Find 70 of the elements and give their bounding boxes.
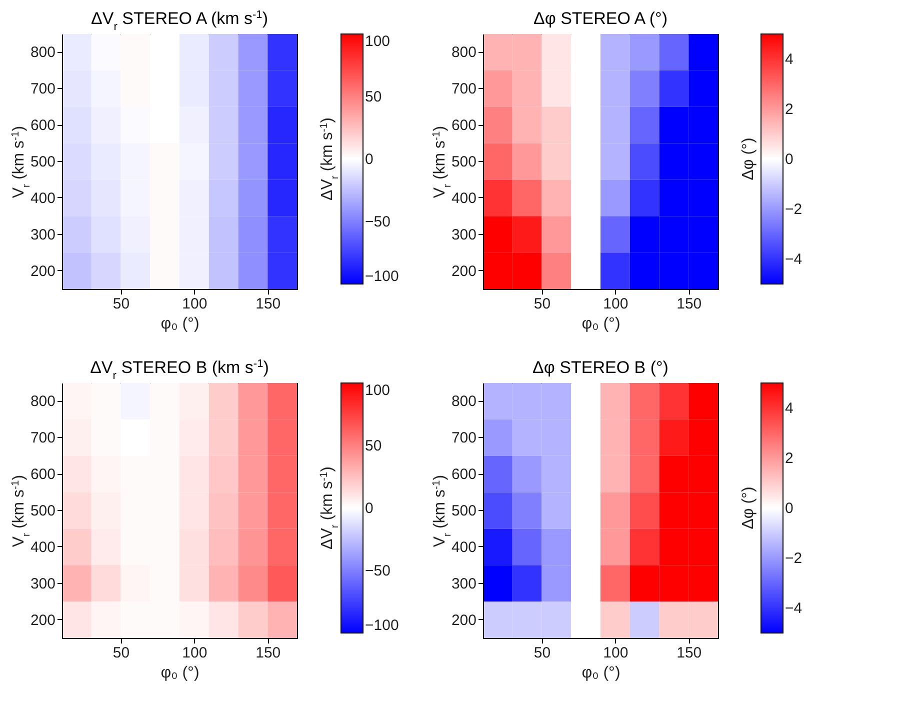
x-tick-label: 100	[603, 296, 628, 312]
x-tick-label: 100	[603, 644, 628, 662]
x-tick-label: 150	[256, 296, 281, 312]
y-tick-label: 200	[451, 262, 476, 280]
color-bar-label: −4	[785, 600, 802, 617]
y-tick-label: 400	[451, 190, 476, 207]
color-bar-label: 50	[365, 438, 382, 454]
color-bar-label: 0	[365, 151, 374, 168]
y-tick-label: 500	[451, 154, 476, 170]
y-tick-label: 700	[30, 430, 56, 447]
x-tick-label: 50	[534, 644, 551, 662]
y-tick-label: 400	[451, 538, 476, 556]
y-tick-label: 700	[451, 430, 476, 447]
y-tick-label: 200	[30, 612, 56, 629]
y-tick-label: 600	[30, 466, 56, 484]
color-bar-label: −2	[785, 550, 802, 567]
x-axis-title: φ₀ (°)	[582, 316, 620, 332]
y-tick-label: 300	[30, 575, 56, 592]
y-tick-label: 200	[451, 612, 476, 629]
y-tick-label: 500	[30, 502, 56, 520]
y-tick-label: 500	[30, 154, 56, 170]
chart-title: Δφ STEREO A (°)	[533, 9, 668, 28]
x-tick-label: 150	[676, 296, 702, 312]
color-bar-label: 0	[785, 500, 794, 517]
y-tick-label: 800	[30, 393, 56, 410]
x-tick-label: 50	[112, 644, 130, 662]
color-bar-label: 4	[785, 400, 794, 417]
y-tick-label: 700	[30, 80, 56, 98]
y-tick-label: 800	[30, 44, 56, 62]
y-tick-label: 300	[451, 575, 476, 592]
color-bar-label: 100	[365, 382, 390, 399]
color-bar-label: 50	[365, 88, 382, 106]
x-axis-title: φ₀ (°)	[160, 664, 200, 682]
color-bar-label: −4	[785, 251, 802, 268]
x-tick-label: 50	[534, 296, 551, 312]
color-bar-label: 2	[785, 450, 794, 467]
y-tick-label: 800	[451, 44, 476, 62]
color-bar-title: Δφ (°)	[740, 138, 757, 180]
color-bar-label: −100	[365, 617, 399, 634]
color-bar-label: 4	[785, 51, 794, 68]
chart-title: ΔV$_{r}$ STEREO A (km s$^{-1}$)	[91, 9, 268, 33]
color-bar-label: −50	[365, 562, 390, 580]
y-tick-label: 300	[30, 226, 56, 244]
x-tick-label: 100	[182, 296, 208, 312]
y-tick-label: 500	[451, 502, 476, 520]
y-tick-label: 800	[451, 393, 476, 410]
y-tick-label: 600	[451, 117, 476, 134]
color-bar-label: −2	[785, 201, 802, 218]
chart-title: Δφ STEREO B (°)	[532, 358, 668, 377]
color-bar-label: 0	[785, 151, 794, 168]
color-bar-label: 2	[785, 101, 794, 118]
color-bar-label: 0	[365, 500, 374, 517]
y-tick-label: 400	[30, 190, 56, 207]
color-bar-label: −50	[365, 214, 390, 230]
x-tick-label: 150	[256, 644, 281, 662]
y-tick-label: 300	[451, 226, 476, 244]
x-axis-title: φ₀ (°)	[582, 664, 620, 682]
x-axis-title: φ₀ (°)	[160, 316, 200, 332]
y-tick-label: 700	[451, 80, 476, 98]
x-tick-label: 100	[182, 644, 208, 662]
y-tick-label: 600	[451, 466, 476, 484]
chart-title: ΔV$_{r}$ STEREO B (km s$^{-1}$)	[90, 358, 269, 382]
y-tick-label: 600	[30, 117, 56, 134]
color-bar-title: Δφ (°)	[740, 486, 757, 530]
y-tick-label: 200	[30, 262, 56, 280]
color-bar-label: 100	[365, 33, 390, 50]
x-tick-label: 50	[112, 296, 130, 312]
color-bar-label: −100	[365, 268, 399, 285]
x-tick-label: 150	[676, 644, 702, 662]
y-tick-label: 400	[30, 538, 56, 556]
